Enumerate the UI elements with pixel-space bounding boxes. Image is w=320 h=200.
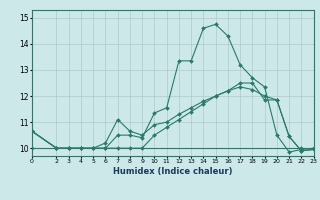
X-axis label: Humidex (Indice chaleur): Humidex (Indice chaleur) [113,167,233,176]
